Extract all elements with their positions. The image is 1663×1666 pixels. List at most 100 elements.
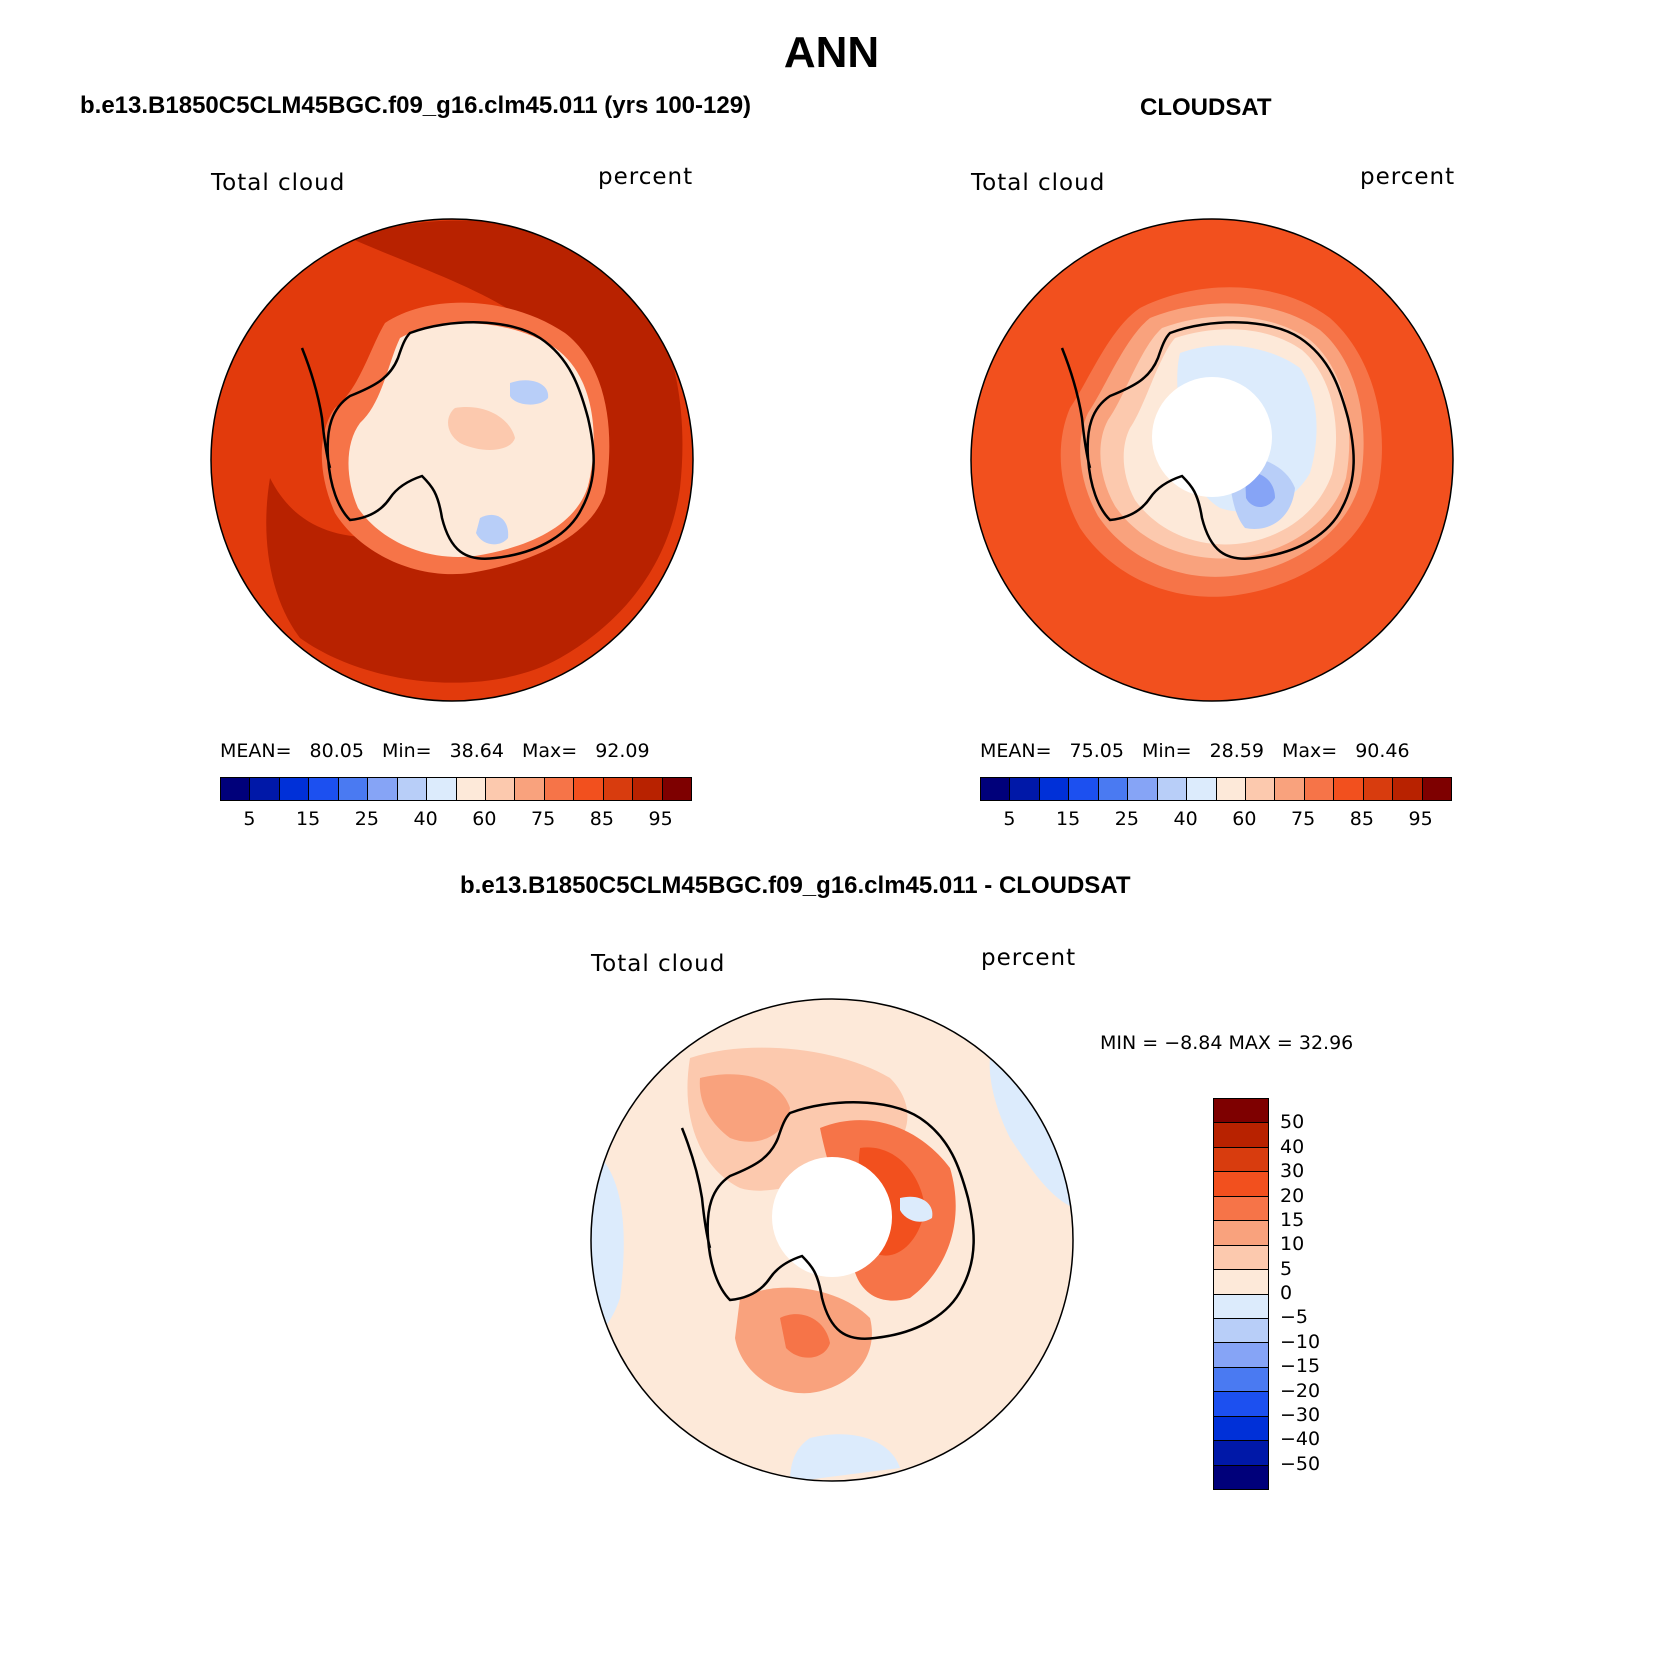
colorbar-tick-label: 25	[354, 808, 379, 830]
panel-2-stats: MEAN= 75.05 Min= 28.59 Max= 90.46	[980, 740, 1428, 762]
colorbar-tick-label: 95	[1408, 808, 1433, 830]
panel-1-min-label: Min=	[381, 740, 432, 762]
panel-3-min-max: MIN = −8.84 MAX = 32.96	[1100, 1032, 1354, 1054]
panel-3-title: b.e13.B1850C5CLM45BGC.f09_g16.clm45.011 …	[460, 872, 1131, 899]
colorbar-tick-label: 5	[1003, 808, 1016, 830]
colorbar-swatch	[338, 778, 369, 800]
colorbar-tick-label: 40	[413, 808, 438, 830]
colorbar-swatch	[1214, 1392, 1268, 1417]
panel-3-positive-north-core	[699, 1074, 790, 1142]
panel-2-mean-label: MEAN=	[980, 740, 1052, 762]
panel-1-mean-label: MEAN=	[220, 740, 292, 762]
colorbar-tick-label: 5	[1280, 1257, 1293, 1280]
colorbar-swatch	[1214, 1270, 1268, 1295]
colorbar-tick-label: 60	[1232, 808, 1257, 830]
panel-2-max-value: 90.46	[1355, 740, 1410, 762]
colorbar-swatch	[279, 778, 310, 800]
panel-1-max-label: Max=	[521, 740, 578, 762]
panel-3-coastline	[680, 1101, 975, 1340]
panel-3-variable-label: Total cloud	[591, 951, 726, 977]
panel-1-variable-label: Total cloud	[211, 170, 346, 196]
panel-3-negative-west	[591, 1148, 624, 1338]
panel-2-polar-no-data	[1152, 377, 1272, 497]
colorbar-swatch	[662, 778, 691, 800]
panel-3-negative-inland	[900, 1196, 933, 1222]
figure-title: ANN	[783, 28, 880, 77]
panel-2-variable-label: Total cloud	[971, 170, 1106, 196]
colorbar-swatch	[1245, 778, 1276, 800]
colorbar-swatch	[456, 778, 486, 800]
colorbar-swatch	[1039, 778, 1070, 800]
colorbar-swatch	[221, 778, 251, 800]
panel-1-map	[210, 218, 694, 702]
panel-2-mean-value: 75.05	[1069, 740, 1124, 762]
panel-3-negative-south	[790, 1434, 900, 1481]
colorbar-swatch	[1363, 778, 1394, 800]
colorbar-tick-label: 85	[1349, 808, 1374, 830]
colorbar-swatch	[1214, 1367, 1268, 1393]
colorbar-swatch	[1214, 1465, 1268, 1489]
colorbar-tick-label: 25	[1114, 808, 1139, 830]
panel-2-map-boundary	[970, 218, 1454, 702]
colorbar-tick-label: −30	[1280, 1403, 1321, 1426]
colorbar-tick-label: 95	[648, 808, 673, 830]
colorbar-swatch	[1128, 778, 1158, 800]
colorbar-tick-label: 15	[1280, 1208, 1305, 1231]
colorbar-tick-label: −15	[1280, 1355, 1321, 1378]
panel-1-colorbar	[220, 777, 692, 801]
colorbar-tick-label: 15	[296, 808, 321, 830]
colorbar-swatch	[1216, 778, 1246, 800]
colorbar-swatch	[1010, 778, 1040, 800]
colorbar-tick-label: 20	[1280, 1184, 1305, 1207]
panel-2-map	[970, 218, 1454, 702]
colorbar-swatch	[309, 778, 339, 800]
colorbar-swatch	[397, 778, 428, 800]
colorbar-swatch	[981, 778, 1011, 800]
colorbar-swatch	[1214, 1123, 1268, 1148]
panel-1-mean-value: 80.05	[309, 740, 364, 762]
colorbar-tick-label: −5	[1280, 1306, 1309, 1329]
panel-2-coastline	[1060, 321, 1355, 560]
panel-1-max-value: 92.09	[595, 740, 650, 762]
panel-3-polar-no-data	[772, 1157, 892, 1277]
colorbar-swatch	[427, 778, 457, 800]
colorbar-tick-label: −10	[1280, 1330, 1321, 1353]
colorbar-swatch	[1422, 778, 1451, 800]
colorbar-tick-label: 40	[1280, 1135, 1305, 1158]
colorbar-tick-label: −50	[1280, 1452, 1321, 1475]
colorbar-tick-label: 85	[589, 808, 614, 830]
colorbar-tick-label: 30	[1280, 1160, 1305, 1183]
panel-2-title: CLOUDSAT	[1140, 94, 1272, 121]
panel-2-min-label: Min=	[1141, 740, 1192, 762]
colorbar-swatch	[1304, 778, 1335, 800]
colorbar-tick-label: 60	[472, 808, 497, 830]
colorbar-swatch	[1275, 778, 1305, 800]
panel-2-colorbar	[980, 777, 1452, 801]
panel-2-min-value: 28.59	[1209, 740, 1264, 762]
colorbar-swatch	[1214, 1172, 1268, 1197]
panel-1-stats: MEAN= 80.05 Min= 38.64 Max= 92.09	[220, 740, 668, 762]
panel-2-max-label: Max=	[1281, 740, 1338, 762]
colorbar-tick-label: −40	[1280, 1428, 1321, 1451]
colorbar-swatch	[1214, 1221, 1268, 1246]
colorbar-swatch	[1214, 1294, 1268, 1319]
colorbar-tick-label: 10	[1280, 1233, 1305, 1256]
colorbar-swatch	[1214, 1441, 1268, 1466]
colorbar-swatch	[1098, 778, 1129, 800]
panel-1-inland-band	[448, 407, 515, 450]
colorbar-swatch	[368, 778, 398, 800]
colorbar-swatch	[633, 778, 663, 800]
colorbar-swatch	[1214, 1318, 1268, 1344]
panel-3-negative-east	[989, 1058, 1073, 1208]
panel-1-blue-patch-south	[476, 514, 509, 545]
colorbar-tick-label: 0	[1280, 1282, 1293, 1304]
panel-3-units-label: percent	[981, 945, 1077, 971]
panel-3-positive-south-core	[780, 1314, 830, 1358]
colorbar-swatch	[515, 778, 545, 800]
panel-3-colorbar-ticks: 50 40 30 20 15 10 5 0 −5 −10 −15 −20 −30 −40 −50	[1280, 1098, 1360, 1488]
panel-1-map-boundary	[210, 218, 694, 702]
colorbar-swatch	[1214, 1099, 1268, 1124]
colorbar-swatch	[1214, 1196, 1268, 1222]
colorbar-swatch	[1393, 778, 1423, 800]
panel-1-blue-patch-east	[510, 380, 549, 405]
